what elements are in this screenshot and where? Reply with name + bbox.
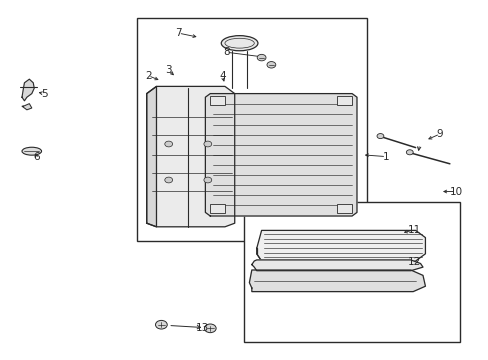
Polygon shape	[22, 104, 32, 110]
Polygon shape	[256, 230, 425, 261]
Ellipse shape	[221, 36, 258, 51]
Polygon shape	[251, 260, 422, 271]
Polygon shape	[146, 86, 234, 227]
Circle shape	[406, 150, 412, 155]
Text: 13: 13	[196, 323, 209, 333]
Circle shape	[204, 324, 216, 333]
Circle shape	[203, 177, 211, 183]
Text: 1: 1	[382, 152, 389, 162]
Bar	[137, 18, 366, 241]
Text: 6: 6	[33, 152, 40, 162]
Bar	[337, 96, 351, 105]
Text: 9: 9	[436, 129, 443, 139]
Bar	[210, 204, 224, 213]
Bar	[244, 202, 459, 342]
Text: 10: 10	[449, 186, 462, 197]
Text: 8: 8	[223, 47, 229, 57]
Circle shape	[164, 177, 172, 183]
Text: 5: 5	[41, 89, 47, 99]
Polygon shape	[146, 86, 156, 227]
Bar	[337, 204, 351, 213]
Polygon shape	[22, 79, 34, 101]
Ellipse shape	[22, 147, 41, 155]
Bar	[210, 96, 224, 105]
Circle shape	[257, 54, 265, 61]
Text: 7: 7	[175, 28, 182, 38]
Ellipse shape	[224, 38, 254, 48]
Polygon shape	[249, 270, 425, 292]
Text: 3: 3	[165, 65, 172, 75]
Polygon shape	[205, 94, 356, 216]
Text: 11: 11	[407, 225, 421, 235]
Text: 4: 4	[219, 71, 225, 81]
Circle shape	[155, 320, 167, 329]
Circle shape	[164, 141, 172, 147]
Circle shape	[266, 62, 275, 68]
Circle shape	[203, 141, 211, 147]
Text: 2: 2	[144, 71, 151, 81]
Text: 12: 12	[407, 257, 421, 267]
Circle shape	[376, 134, 383, 139]
